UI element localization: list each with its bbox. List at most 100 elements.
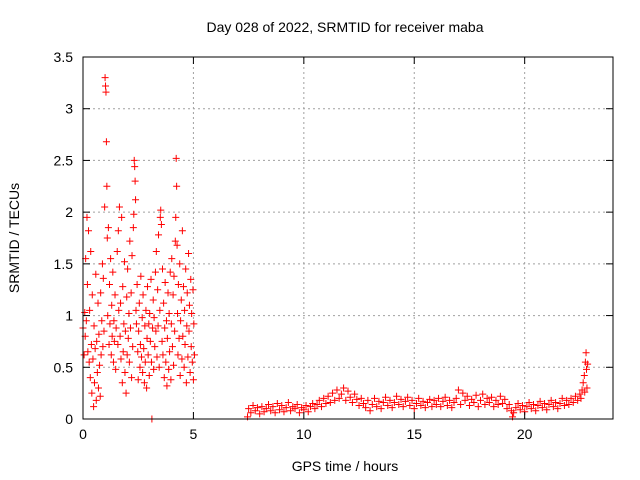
data-point [465,402,473,410]
data-point [287,407,295,415]
data-point [393,392,401,400]
data-point [170,361,178,369]
data-point [87,341,95,349]
data-point [143,334,151,342]
data-point [313,401,321,409]
data-point [490,403,498,411]
data-point [178,227,186,235]
data-point [565,401,573,409]
data-point [115,306,123,314]
plot-frame [82,56,614,420]
x-tick-label: 20 [517,426,533,442]
y-tick-label: 2 [65,204,73,220]
data-point [291,405,299,413]
data-point [318,403,325,411]
data-point [163,382,171,390]
data-point [132,196,140,204]
data-point [492,396,500,404]
data-point [109,358,117,366]
data-point [116,332,124,340]
data-point [355,402,363,410]
data-point [538,404,546,412]
data-point [132,306,140,314]
data-point [395,401,403,409]
data-point [512,404,520,412]
data-point [117,355,125,363]
data-point [167,320,175,328]
x-axis-label: GPS time / hours [292,458,399,474]
data-point [245,405,253,413]
data-point [112,365,120,373]
data-point [89,355,97,363]
data-point [121,258,129,266]
data-point [159,265,166,273]
data-point [149,296,157,304]
data-point [107,351,115,359]
data-point [581,388,589,396]
data-point [145,320,153,328]
data-point [410,405,418,413]
data-point [125,358,133,366]
data-point [567,394,575,402]
data-point [463,392,471,400]
data-point [104,224,112,232]
data-point [90,322,98,330]
data-point [155,231,163,239]
data-point [390,398,398,406]
data-point [450,398,458,406]
data-point [543,406,551,414]
data-point [191,351,199,359]
data-point [134,376,142,384]
data-point [120,320,128,328]
data-point [481,401,489,409]
data-point [545,401,553,409]
data-point [161,324,169,332]
data-point [185,327,193,335]
data-point [269,403,277,411]
data-point [101,74,109,82]
data-point [174,351,182,359]
data-point [183,289,191,297]
data-point [443,402,451,410]
y-tick-label: 3.5 [54,49,74,65]
data-point [149,324,157,332]
data-point [582,349,590,357]
data-point [133,281,141,289]
data-point [179,332,187,340]
data-point [461,396,469,404]
y-tick-label: 2.5 [54,152,74,168]
data-point [146,337,154,345]
data-point [150,365,158,373]
data-point [128,374,136,382]
data-point [136,363,144,371]
data-point [104,312,112,320]
data-point [430,396,438,404]
data-point [110,317,118,325]
data-point [488,393,496,401]
data-point [97,351,105,359]
data-point [99,274,107,282]
data-point [124,265,132,273]
data-point [145,372,153,380]
data-point [583,365,590,373]
data-point [563,396,571,404]
data-point [510,409,518,417]
data-point [560,402,568,410]
data-point [102,88,110,96]
data-point [267,407,275,415]
data-point [183,322,191,330]
data-point [335,394,343,402]
data-point [93,337,101,345]
y-tick-label: 3 [65,101,73,117]
x-tick-label: 0 [79,426,87,442]
data-point [86,306,94,314]
y-axis-label: SRMTID / TECUs [6,183,22,293]
data-point [501,395,509,403]
data-point [558,394,566,402]
data-point [554,405,562,413]
y-tick-label: 1.5 [54,256,74,272]
data-point [190,320,198,328]
x-tick-label: 5 [190,426,198,442]
data-point [182,265,190,273]
